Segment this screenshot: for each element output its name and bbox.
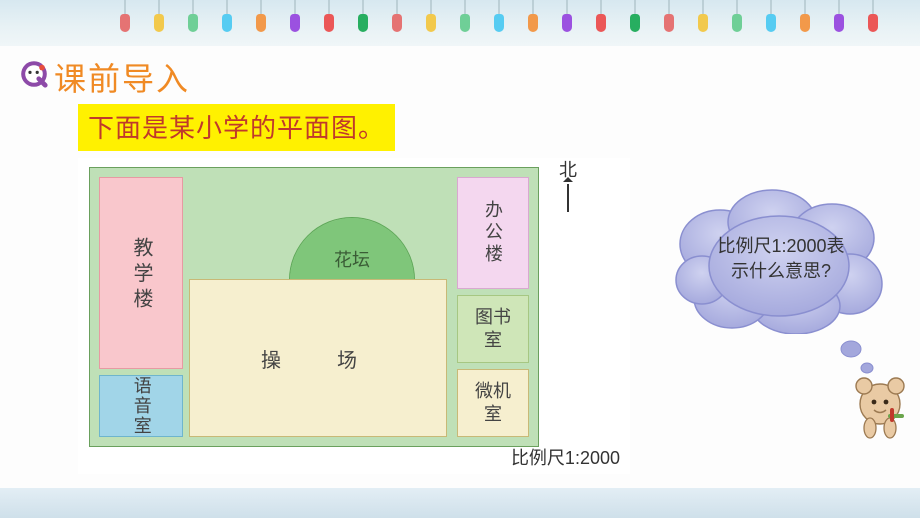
decorative-footer-band bbox=[0, 488, 920, 518]
q-mascot-icon bbox=[18, 58, 50, 90]
ornament-icon bbox=[696, 0, 710, 38]
room-flowerbed: 花坛 bbox=[290, 218, 414, 280]
cloud-text: 比例尺1:2000表 示什么意思? bbox=[702, 234, 860, 284]
room-label: 语音室 bbox=[129, 376, 152, 436]
cloud-tail-icon bbox=[840, 340, 862, 358]
room-label: 室 bbox=[484, 329, 502, 352]
room-label: 图书 bbox=[475, 306, 511, 329]
mascot-icon bbox=[852, 370, 908, 440]
room-voice-room: 语音室 bbox=[100, 376, 182, 436]
room-teaching-building: 教 学 楼 bbox=[100, 178, 182, 368]
ornament-icon bbox=[628, 0, 642, 38]
cloud-line: 比例尺1:2000表 bbox=[717, 236, 844, 256]
ornament-icon bbox=[152, 0, 166, 38]
north-arrow-icon bbox=[567, 184, 569, 212]
thought-cloud: 比例尺1:2000表 示什么意思? bbox=[672, 188, 886, 334]
ornament-icon bbox=[832, 0, 846, 38]
room-label: 操 场 bbox=[261, 344, 375, 373]
ornament-icon bbox=[662, 0, 676, 38]
ornament-icon bbox=[356, 0, 370, 38]
ornament-icon bbox=[424, 0, 438, 38]
ornament-icon bbox=[866, 0, 880, 38]
room-label: 办公楼 bbox=[480, 200, 506, 266]
ornament-icon bbox=[220, 0, 234, 38]
room-library: 图书 室 bbox=[458, 296, 528, 362]
ornament-icon bbox=[764, 0, 778, 38]
ornament-icon bbox=[560, 0, 574, 38]
ornament-icon bbox=[186, 0, 200, 38]
north-indicator: 北 bbox=[548, 156, 588, 212]
room-label: 花坛 bbox=[334, 246, 370, 272]
section-title: 课前导入 bbox=[54, 54, 190, 100]
ornament-icon bbox=[492, 0, 506, 38]
room-label: 微机 bbox=[475, 380, 511, 403]
room-playground: 操 场 bbox=[190, 280, 446, 436]
room-label: 室 bbox=[484, 403, 502, 426]
ornament-icon bbox=[798, 0, 812, 38]
ornament-icon bbox=[288, 0, 302, 38]
ornament-icon bbox=[322, 0, 336, 38]
ornament-icon bbox=[118, 0, 132, 38]
ornament-icon bbox=[390, 0, 404, 38]
room-office-building: 办公楼 bbox=[458, 178, 528, 288]
room-label: 教 学 楼 bbox=[117, 237, 165, 308]
ornament-icon bbox=[458, 0, 472, 38]
floor-plan: 教 学 楼 语音室 花坛 操 场 办公楼 图书 室 微机 室 bbox=[90, 168, 538, 446]
room-computer-room: 微机 室 bbox=[458, 370, 528, 436]
ornament-row bbox=[0, 0, 920, 46]
ornament-icon bbox=[730, 0, 744, 38]
cloud-line: 示什么意思? bbox=[731, 261, 831, 281]
scale-label: 比例尺1:2000 bbox=[511, 444, 620, 470]
ornament-icon bbox=[526, 0, 540, 38]
subtitle-highlight: 下面是某小学的平面图。 bbox=[78, 104, 395, 151]
ornament-icon bbox=[594, 0, 608, 38]
ornament-icon bbox=[254, 0, 268, 38]
